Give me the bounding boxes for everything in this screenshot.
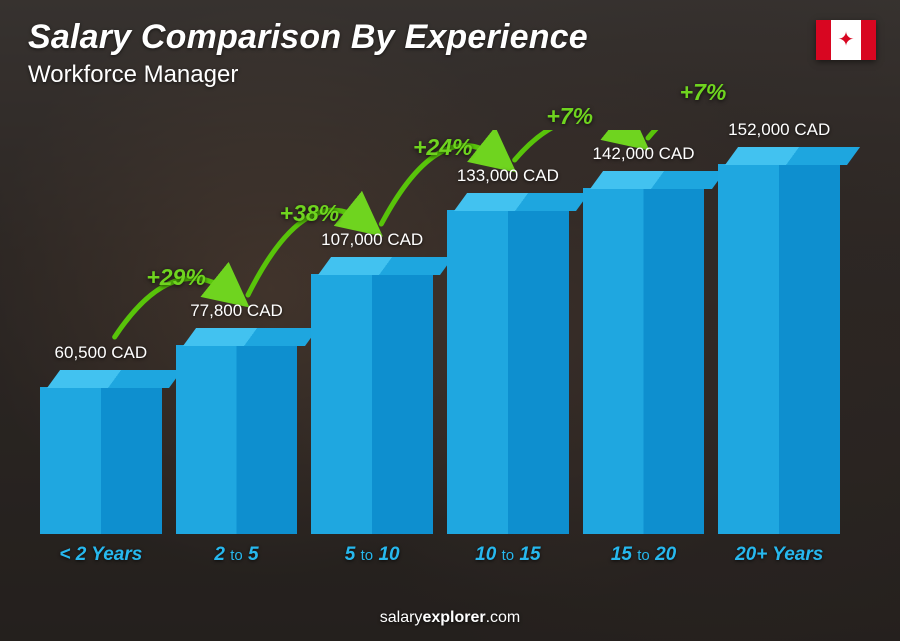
bar-value-label: 107,000 CAD bbox=[281, 230, 464, 250]
bar-category-label: 2 to 5 bbox=[214, 544, 258, 566]
bar-category-label: 15 to 20 bbox=[611, 544, 676, 566]
increase-pct-label: +38% bbox=[280, 200, 339, 227]
bar-1: 77,800 CAD2 to 5 bbox=[176, 328, 298, 566]
bar-value-label: 77,800 CAD bbox=[145, 301, 328, 321]
canada-flag-icon: ✦ bbox=[816, 20, 876, 60]
bar-value-label: 133,000 CAD bbox=[417, 166, 600, 186]
bar-value-label: 152,000 CAD bbox=[688, 120, 871, 140]
bar-value-label: 142,000 CAD bbox=[552, 144, 735, 164]
increase-pct-label: +29% bbox=[146, 264, 205, 291]
bar-category-label: < 2 Years bbox=[59, 544, 142, 566]
bars-container: 60,500 CAD< 2 Years77,800 CAD2 to 5107,0… bbox=[40, 130, 840, 566]
increase-pct-label: +24% bbox=[413, 134, 472, 161]
increase-pct-label: +7% bbox=[680, 79, 727, 106]
bar-3: 133,000 CAD10 to 15 bbox=[447, 193, 569, 566]
footer-text-suffix: .com bbox=[486, 609, 521, 626]
bar-category-label: 5 to 10 bbox=[345, 544, 400, 566]
bar-5: 152,000 CAD20+ Years bbox=[718, 147, 840, 566]
footer-attribution: salaryexplorer.com bbox=[0, 609, 900, 627]
page-title: Salary Comparison By Experience bbox=[28, 18, 800, 57]
bar-0: 60,500 CAD< 2 Years bbox=[40, 370, 162, 566]
bar-category-label: 10 to 15 bbox=[475, 544, 540, 566]
footer-text-bold: explorer bbox=[422, 609, 485, 626]
bar-value-label: 60,500 CAD bbox=[10, 343, 193, 363]
bar-2: 107,000 CAD5 to 10 bbox=[311, 257, 433, 566]
salary-bar-chart: 60,500 CAD< 2 Years77,800 CAD2 to 5107,0… bbox=[40, 130, 840, 566]
bar-4: 142,000 CAD15 to 20 bbox=[583, 171, 705, 566]
bar-category-label: 20+ Years bbox=[735, 544, 823, 566]
footer-text-prefix: salary bbox=[380, 609, 423, 626]
increase-pct-label: +7% bbox=[546, 103, 593, 130]
